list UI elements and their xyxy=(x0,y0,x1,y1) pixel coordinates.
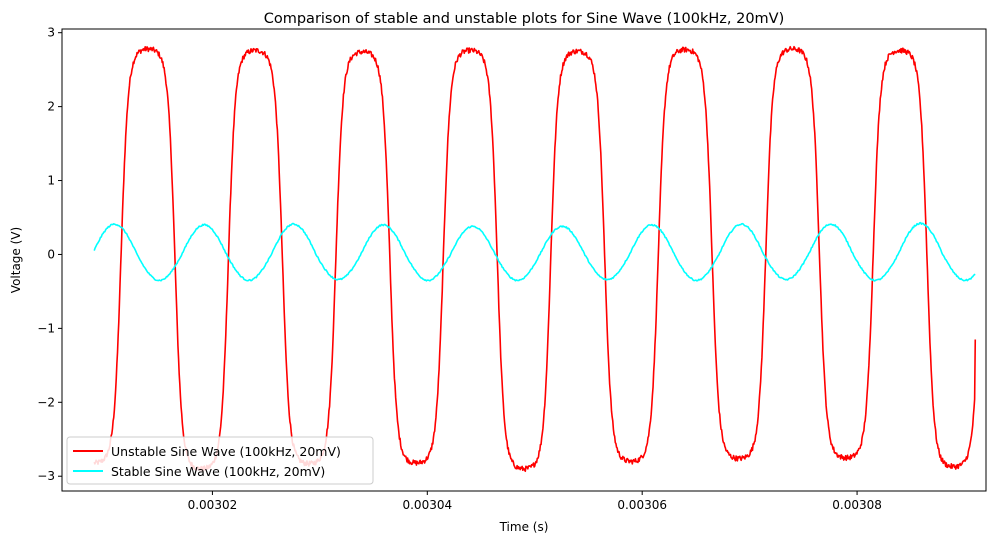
legend: Unstable Sine Wave (100kHz, 20mV) Stable… xyxy=(66,436,374,485)
y-tick-label: −1 xyxy=(37,321,55,335)
x-tick-label: 0.00304 xyxy=(402,498,452,512)
chart-title: Comparison of stable and unstable plots … xyxy=(264,11,785,27)
y-tick-label: −3 xyxy=(37,469,55,483)
legend-label-unstable: Unstable Sine Wave (100kHz, 20mV) xyxy=(111,444,341,459)
x-tick-label: 0.00302 xyxy=(188,498,238,512)
y-tick-label: 1 xyxy=(47,174,55,188)
plot-area xyxy=(93,45,977,473)
axis-ticks: 0.00302 0.00304 0.00306 0.00308 −3 −2 −1 0 1 2 3 xyxy=(37,26,882,512)
plot-frame xyxy=(61,28,987,492)
y-axis-title: Voltage (V) xyxy=(9,227,23,293)
y-tick-label: 3 xyxy=(47,26,55,40)
series-line-stable xyxy=(93,221,976,282)
x-tick-label: 0.00306 xyxy=(617,498,667,512)
y-tick-label: 2 xyxy=(47,100,55,114)
y-tick-label: −2 xyxy=(37,395,55,409)
x-axis-title: Time (s) xyxy=(499,520,549,534)
legend-box xyxy=(66,436,374,485)
y-tick-label: 0 xyxy=(47,247,55,261)
series-line-unstable xyxy=(93,45,977,473)
legend-label-stable: Stable Sine Wave (100kHz, 20mV) xyxy=(111,464,325,479)
x-tick-label: 0.00308 xyxy=(832,498,882,512)
